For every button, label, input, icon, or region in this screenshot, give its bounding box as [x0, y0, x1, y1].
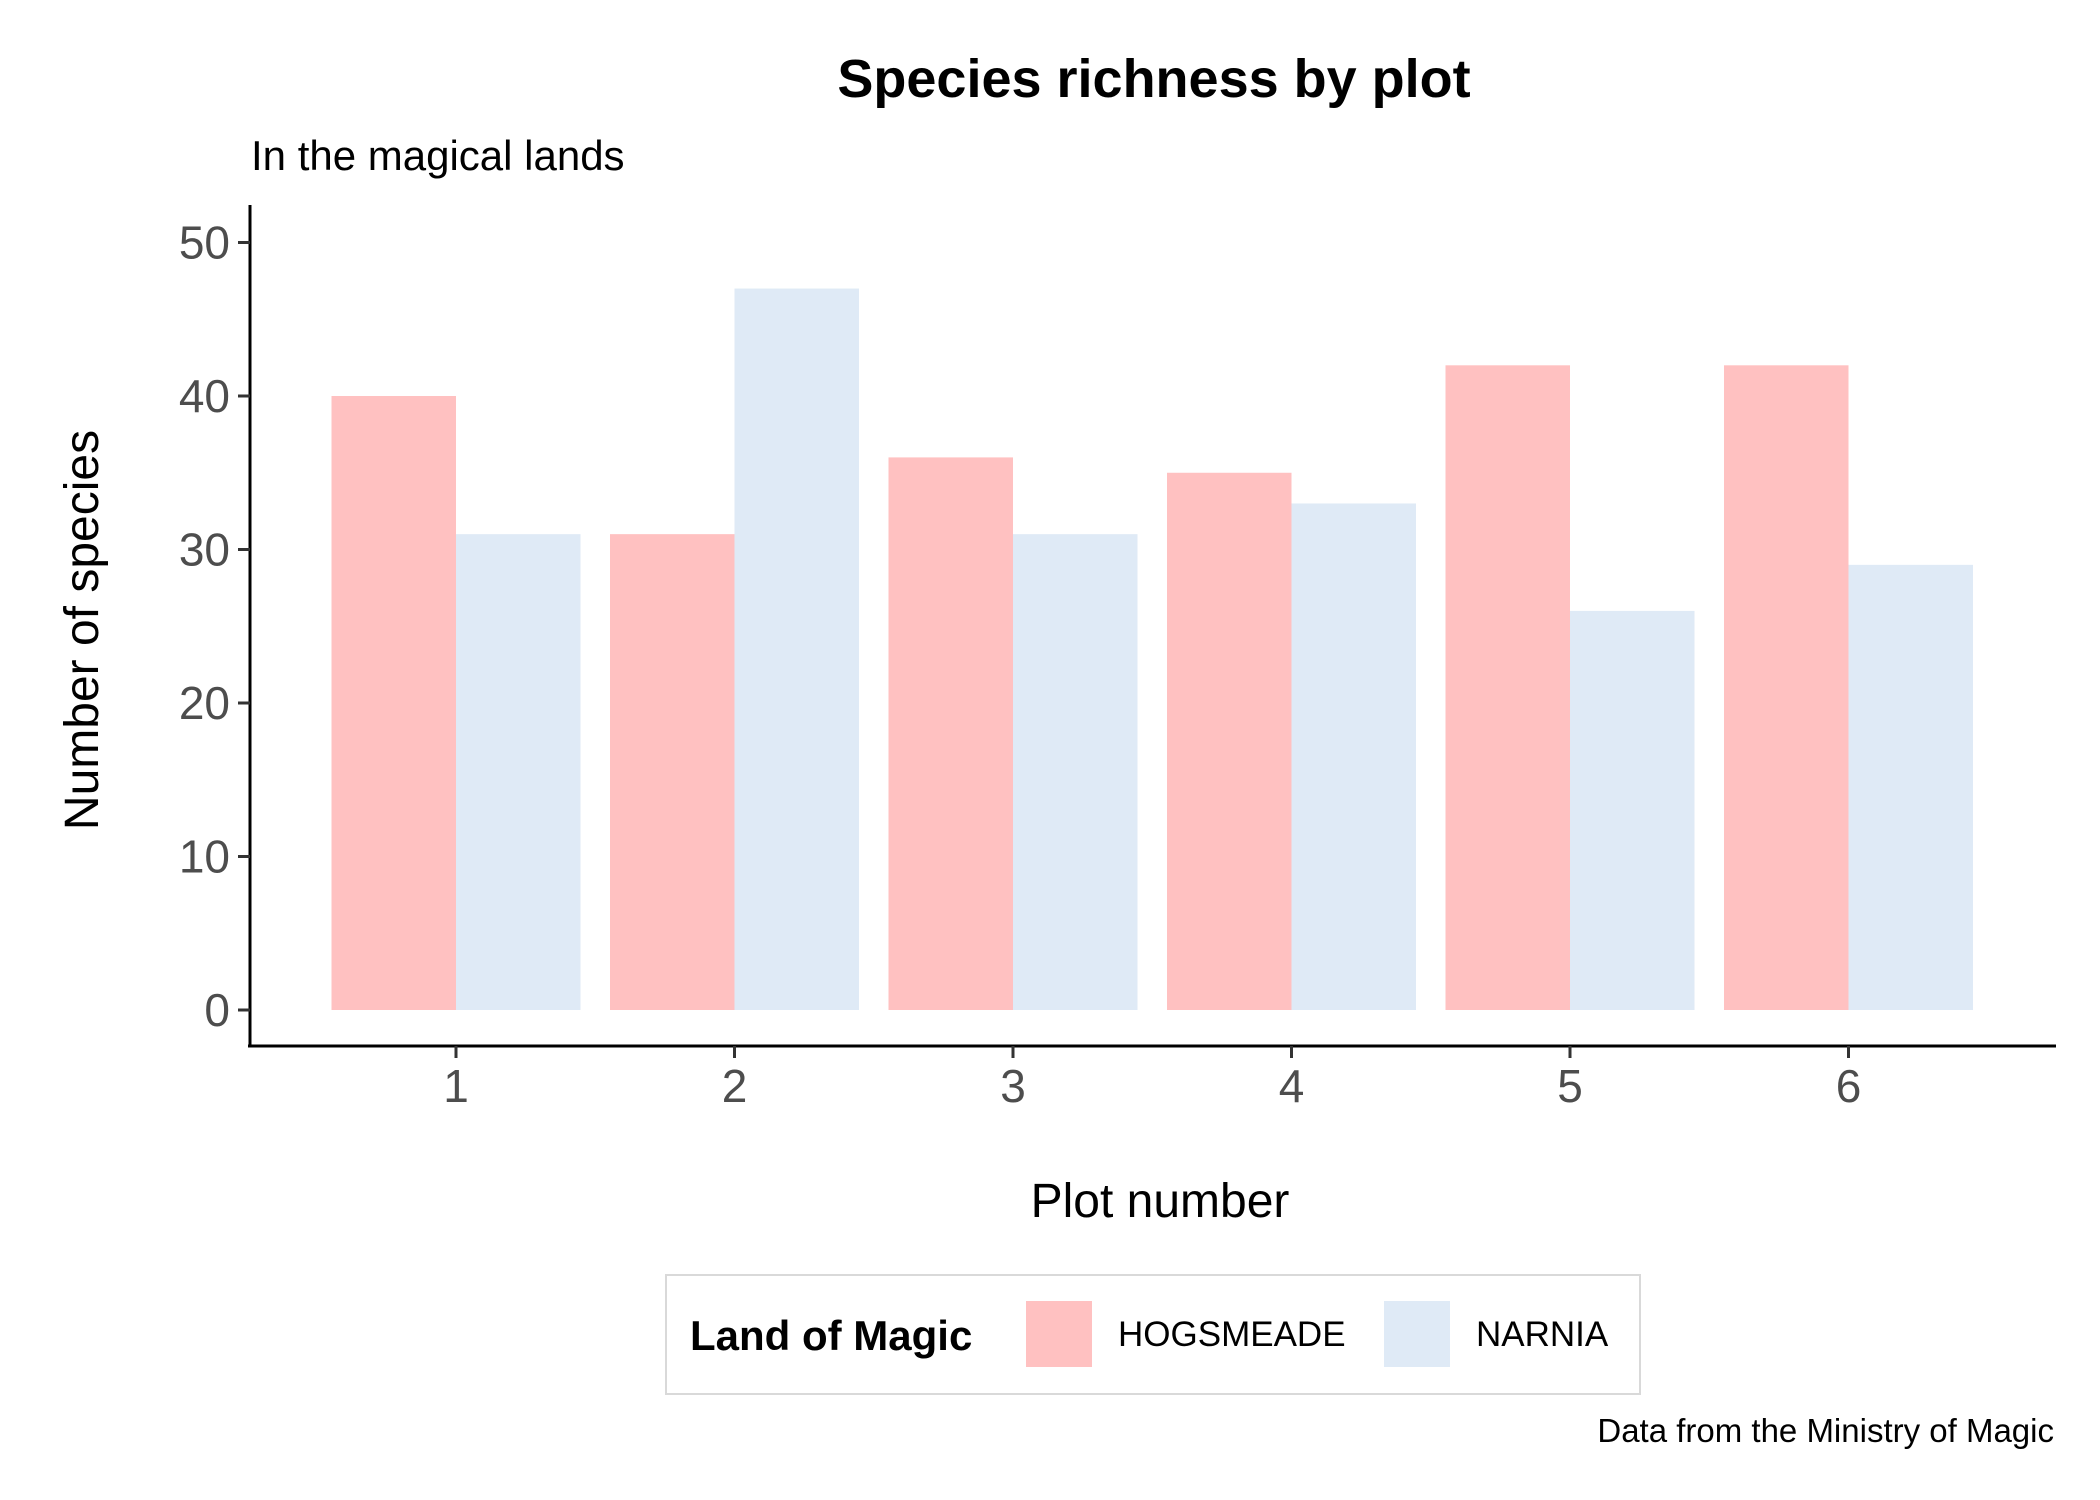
bar-narnia-plot-6 [1848, 564, 1973, 1010]
x-tick-label: 3 [1000, 1060, 1026, 1112]
legend-title: Land of Magic [690, 1312, 972, 1359]
legend-swatch-hogsmeade [1026, 1301, 1092, 1367]
bar-narnia-plot-5 [1570, 610, 1695, 1010]
bar-hogsmeade-plot-5 [1445, 365, 1570, 1010]
bar-narnia-plot-2 [734, 288, 859, 1010]
y-tick-label: 30 [179, 524, 230, 576]
bar-narnia-plot-3 [1013, 534, 1138, 1010]
bars-group [331, 288, 1973, 1010]
chart-title: Species richness by plot [837, 49, 1470, 109]
bar-hogsmeade-plot-2 [610, 534, 735, 1010]
x-tick-label: 2 [722, 1060, 748, 1112]
x-tick-label: 6 [1836, 1060, 1862, 1112]
legend-swatch-narnia [1384, 1301, 1450, 1367]
y-axis-title: Number of species [56, 430, 109, 830]
y-tick-label: 0 [204, 984, 230, 1036]
y-tick-label: 40 [179, 370, 230, 422]
bar-hogsmeade-plot-1 [331, 396, 456, 1010]
bar-hogsmeade-plot-4 [1167, 472, 1292, 1010]
y-tick-label: 20 [179, 677, 230, 729]
x-tick-label: 4 [1279, 1060, 1305, 1112]
x-tick-label: 5 [1557, 1060, 1583, 1112]
legend: Land of Magic HOGSMEADE NARNIA [665, 1274, 1641, 1395]
x-tick-label: 1 [443, 1060, 469, 1112]
bar-narnia-plot-4 [1291, 503, 1416, 1010]
y-ticks-group: 0 10 20 30 40 50 [179, 217, 250, 1036]
bar-hogsmeade-plot-3 [888, 457, 1013, 1010]
chart-subtitle: In the magical lands [251, 132, 625, 179]
bar-narnia-plot-1 [456, 534, 581, 1010]
y-tick-label: 10 [179, 831, 230, 883]
legend-label-narnia: NARNIA [1476, 1315, 1609, 1354]
legend-box [665, 1274, 1641, 1395]
legend-label-hogsmeade: HOGSMEADE [1118, 1315, 1346, 1354]
x-axis-title: Plot number [1031, 1175, 1290, 1228]
x-ticks-group: 1 2 3 4 5 6 [443, 1046, 1861, 1112]
bar-hogsmeade-plot-6 [1724, 365, 1849, 1010]
chart-caption: Data from the Ministry of Magic [1597, 1412, 2054, 1449]
y-tick-label: 50 [179, 217, 230, 269]
